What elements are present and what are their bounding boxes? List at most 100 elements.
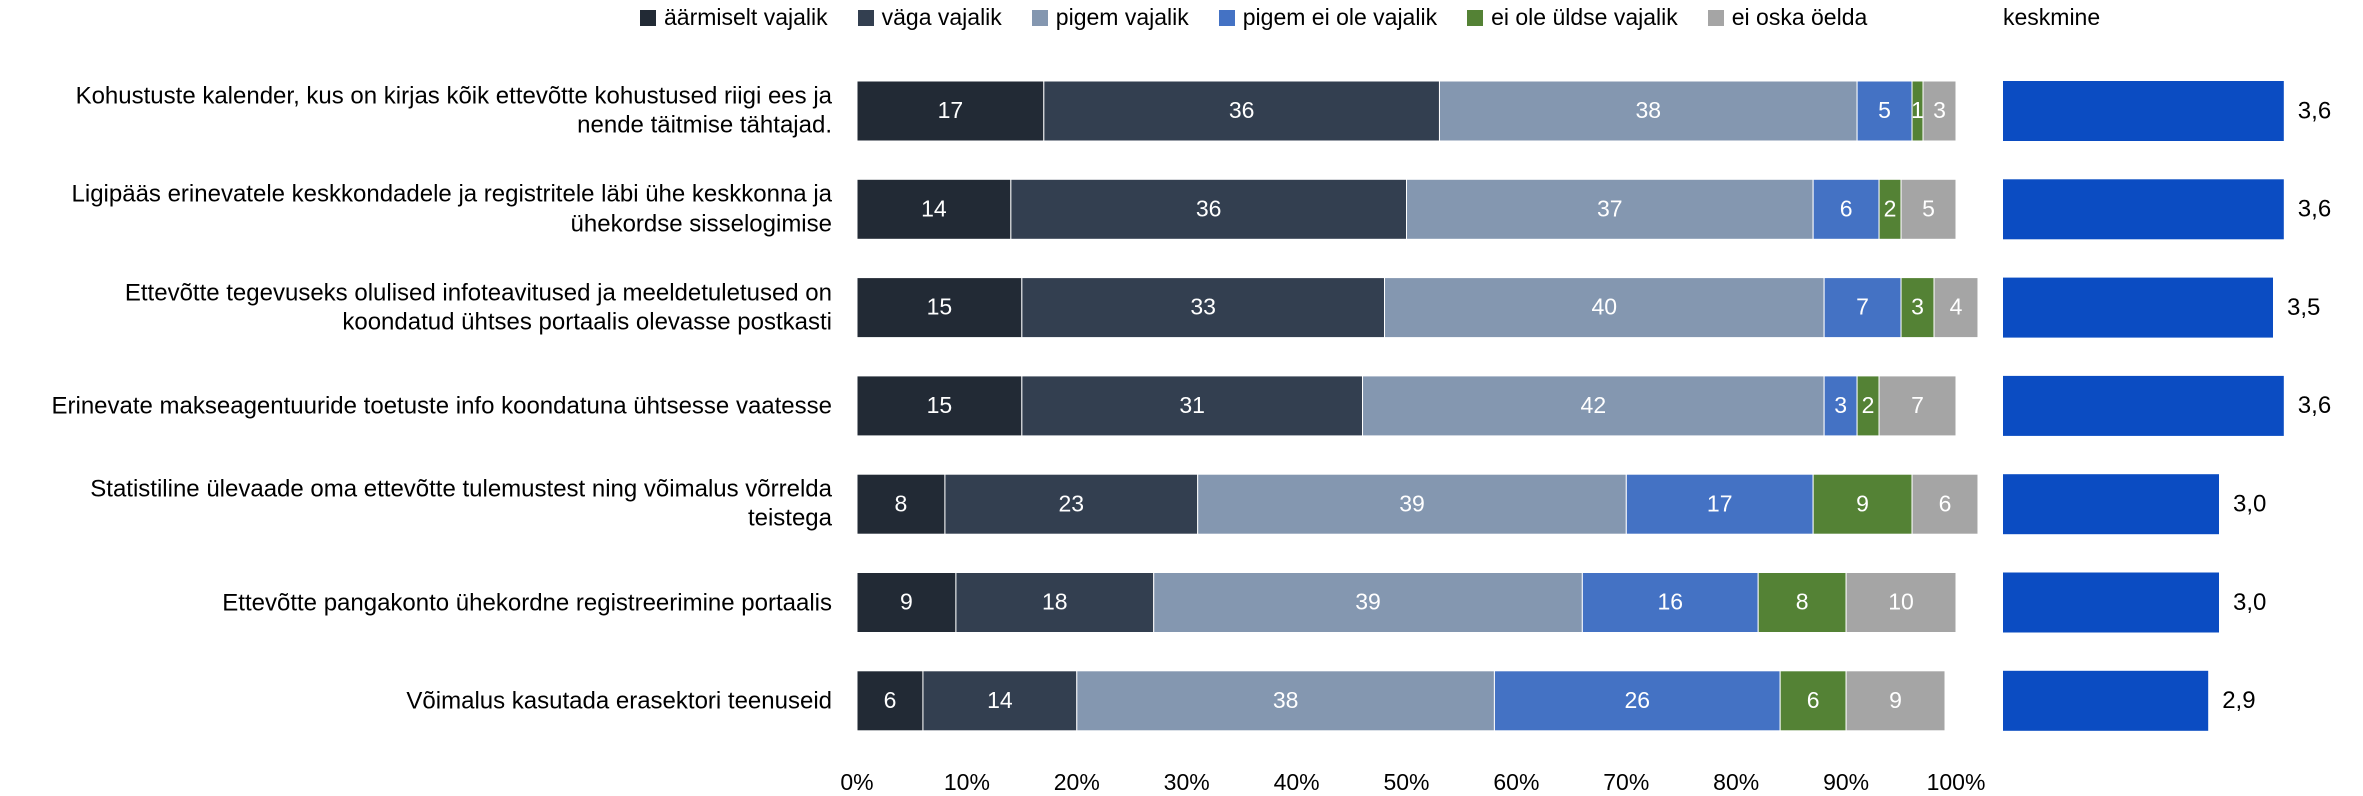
mean-bar (2003, 572, 2219, 633)
legend-label: ei oska öelda (1731, 4, 1868, 30)
bar-segment (1779, 670, 1847, 732)
x-tick-label: 80% (1713, 769, 1759, 795)
legend-item: äärmiselt vajalik (640, 4, 828, 31)
x-tick-label: 50% (1383, 769, 1429, 795)
data-label: 39 (1399, 490, 1425, 516)
legend-label: väga vajalik (881, 4, 1002, 30)
bar-segment (1197, 473, 1627, 535)
mean-label: 2,9 (2222, 687, 2255, 714)
mean-label: 3,6 (2298, 97, 2331, 124)
mean-bar (2003, 179, 2284, 240)
bar-segment (1856, 80, 1913, 142)
bar-segment (1406, 178, 1814, 240)
bar-segment (856, 572, 957, 633)
data-label: 14 (987, 687, 1013, 713)
bar-segment (856, 80, 1045, 142)
data-label: 38 (1635, 97, 1661, 123)
legend-swatch (1707, 9, 1724, 26)
bar-segment (1438, 80, 1858, 142)
bar-segment (1021, 375, 1364, 437)
legend-item: ei oska öelda (1707, 4, 1868, 31)
x-tick-label: 20% (1054, 769, 1100, 795)
category-label: Võimalus kasutada erasektori teenuseid (406, 687, 832, 715)
data-label: 5 (1878, 97, 1891, 123)
mean-label: 3,0 (2233, 491, 2266, 518)
bar-segment (1493, 670, 1781, 732)
legend-swatch (857, 9, 874, 26)
bar-segment (922, 670, 1078, 732)
legend-label: äärmiselt vajalik (664, 4, 828, 30)
data-label: 39 (1355, 589, 1381, 615)
data-label: 15 (927, 392, 953, 418)
data-label: 5 (1922, 195, 1935, 221)
mean-label: 3,5 (2287, 294, 2320, 321)
data-label: 9 (900, 589, 913, 615)
data-label: 16 (1657, 589, 1683, 615)
mean-bar (2003, 375, 2284, 436)
data-label: 6 (1840, 195, 1853, 221)
x-tick-label: 100% (1927, 769, 1986, 795)
data-label: 31 (1179, 392, 1205, 418)
bar-segment (1911, 473, 1979, 535)
data-label: 17 (1707, 490, 1733, 516)
bar-segment (1845, 572, 1957, 633)
data-label: 7 (1856, 294, 1869, 320)
data-label: 7 (1911, 392, 1924, 418)
data-label: 40 (1592, 294, 1618, 320)
data-label: 2 (1884, 195, 1897, 221)
data-label: 17 (938, 97, 964, 123)
bar-segment (856, 473, 946, 535)
x-tick-label: 90% (1823, 769, 1869, 795)
data-label: 3 (1933, 97, 1946, 123)
bar-segment (1153, 572, 1583, 633)
x-tick-label: 30% (1164, 769, 1210, 795)
data-label: 14 (921, 195, 947, 221)
bar-segment (856, 277, 1023, 339)
bar-segment (1900, 178, 1957, 240)
x-tick-label: 0% (840, 769, 873, 795)
legend-item: ei ole üldse vajalik (1467, 4, 1678, 31)
bar-segment (1878, 375, 1957, 437)
bar-segment (1076, 670, 1495, 732)
data-label: 6 (884, 687, 897, 713)
bar-segment (1922, 80, 1957, 142)
mean-bar (2003, 474, 2219, 535)
bar-segment (944, 473, 1199, 535)
bar-segment (1384, 277, 1825, 339)
bar-segment (1900, 277, 1935, 339)
data-label: 3 (1834, 392, 1847, 418)
legend-item: pigem ei ole vajalik (1218, 4, 1437, 31)
bar-segment (1823, 277, 1902, 339)
mean-label: 3,6 (2298, 196, 2331, 223)
data-label: 9 (1856, 490, 1869, 516)
category-label: Ligipääs erinevatele keskkondadele ja re… (71, 181, 832, 238)
legend: äärmiselt vajalik väga vajalik pigem vajal… (640, 4, 1867, 31)
data-label: 4 (1950, 294, 1963, 320)
category-label: Statistiline ülevaade oma ettevõtte tule… (90, 475, 832, 533)
legend-label: ei ole üldse vajalik (1491, 4, 1678, 30)
x-tick-label: 70% (1603, 769, 1649, 795)
category-label: Erinevate makseagentuuride toetuste info… (51, 392, 832, 420)
category-label: Ettevõtte pangakonto ühekordne registree… (222, 588, 832, 616)
data-label: 1 (1911, 97, 1924, 123)
data-label: 15 (927, 294, 953, 320)
bar-segment (1845, 670, 1946, 732)
category-label: Ettevõtte tegevuseks olulised infoteavit… (124, 279, 832, 336)
mean-bar (2003, 81, 2284, 141)
bar-segment (1812, 178, 1880, 240)
bar-segment (856, 670, 924, 732)
data-label: 23 (1059, 490, 1085, 516)
data-label: 8 (1796, 589, 1809, 615)
data-label: 38 (1273, 687, 1299, 713)
bar-segment (1823, 375, 1858, 437)
mean-bar (2003, 277, 2273, 338)
mean-label: 3,0 (2233, 589, 2266, 616)
mean-label: 3,6 (2298, 392, 2331, 419)
data-label: 9 (1889, 687, 1902, 713)
data-label: 3 (1911, 294, 1924, 320)
legend-item: pigem vajalik (1031, 4, 1189, 31)
category-label: Kohustuste kalender, kus on kirjas kõik … (75, 82, 832, 139)
bar-segment (955, 572, 1155, 633)
legend-swatch (1031, 9, 1048, 26)
